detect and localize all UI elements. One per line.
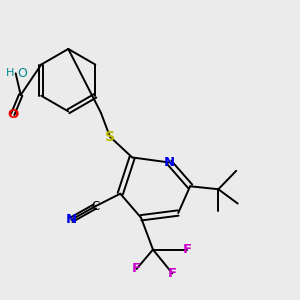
Text: O: O	[17, 67, 27, 80]
Text: F: F	[168, 267, 177, 280]
Text: C: C	[91, 200, 99, 213]
Text: H: H	[6, 68, 14, 78]
Text: N: N	[66, 213, 77, 226]
Text: N: N	[164, 156, 175, 169]
Text: O: O	[7, 108, 18, 121]
Text: F: F	[132, 262, 141, 275]
Text: F: F	[183, 243, 192, 256]
Text: S: S	[105, 130, 115, 144]
